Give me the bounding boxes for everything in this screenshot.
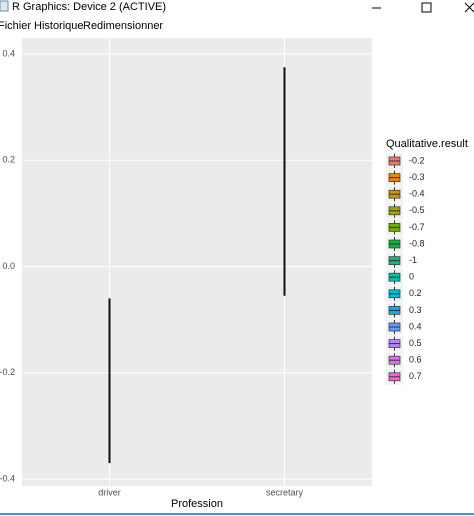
y-tick-label: 0.4 bbox=[2, 48, 15, 58]
legend-label: -0.7 bbox=[409, 222, 425, 232]
x-axis-title: Profession bbox=[171, 498, 223, 510]
menu-item[interactable]: Historique bbox=[34, 20, 84, 32]
close-button[interactable] bbox=[464, 2, 474, 13]
y-tick-label: -0.4 bbox=[0, 473, 15, 483]
legend-label: 0.4 bbox=[409, 321, 422, 331]
x-tick-label: secretary bbox=[266, 487, 304, 497]
legend-label: 0.5 bbox=[409, 338, 422, 348]
menu-item[interactable]: Redimensionner bbox=[83, 20, 163, 32]
x-tick-label: driver bbox=[98, 487, 121, 497]
legend-label: 0 bbox=[409, 272, 414, 282]
legend-label: -1 bbox=[409, 255, 417, 265]
legend-label: -0.2 bbox=[409, 155, 425, 165]
legend-label: -0.4 bbox=[409, 189, 425, 199]
plot-panel bbox=[22, 38, 372, 486]
legend-label: 0.3 bbox=[409, 305, 422, 315]
app-icon bbox=[0, 0, 9, 12]
legend-label: -0.5 bbox=[409, 205, 425, 215]
legend-title: Qualitative.result bbox=[386, 138, 468, 150]
window-title: R Graphics: Device 2 (ACTIVE) bbox=[12, 1, 166, 13]
legend-label: 0.7 bbox=[409, 371, 422, 381]
y-tick-label: 0.0 bbox=[2, 261, 15, 271]
legend-label: -0.3 bbox=[409, 172, 425, 182]
menu-item[interactable]: Fichier bbox=[0, 20, 31, 32]
legend-label: -0.8 bbox=[409, 238, 425, 248]
maximize-button[interactable] bbox=[421, 2, 432, 13]
legend-label: 0.2 bbox=[409, 288, 422, 298]
y-tick-label: -0.2 bbox=[0, 367, 15, 377]
legend-label: 0.6 bbox=[409, 355, 422, 365]
y-tick-label: 0.2 bbox=[2, 155, 15, 165]
